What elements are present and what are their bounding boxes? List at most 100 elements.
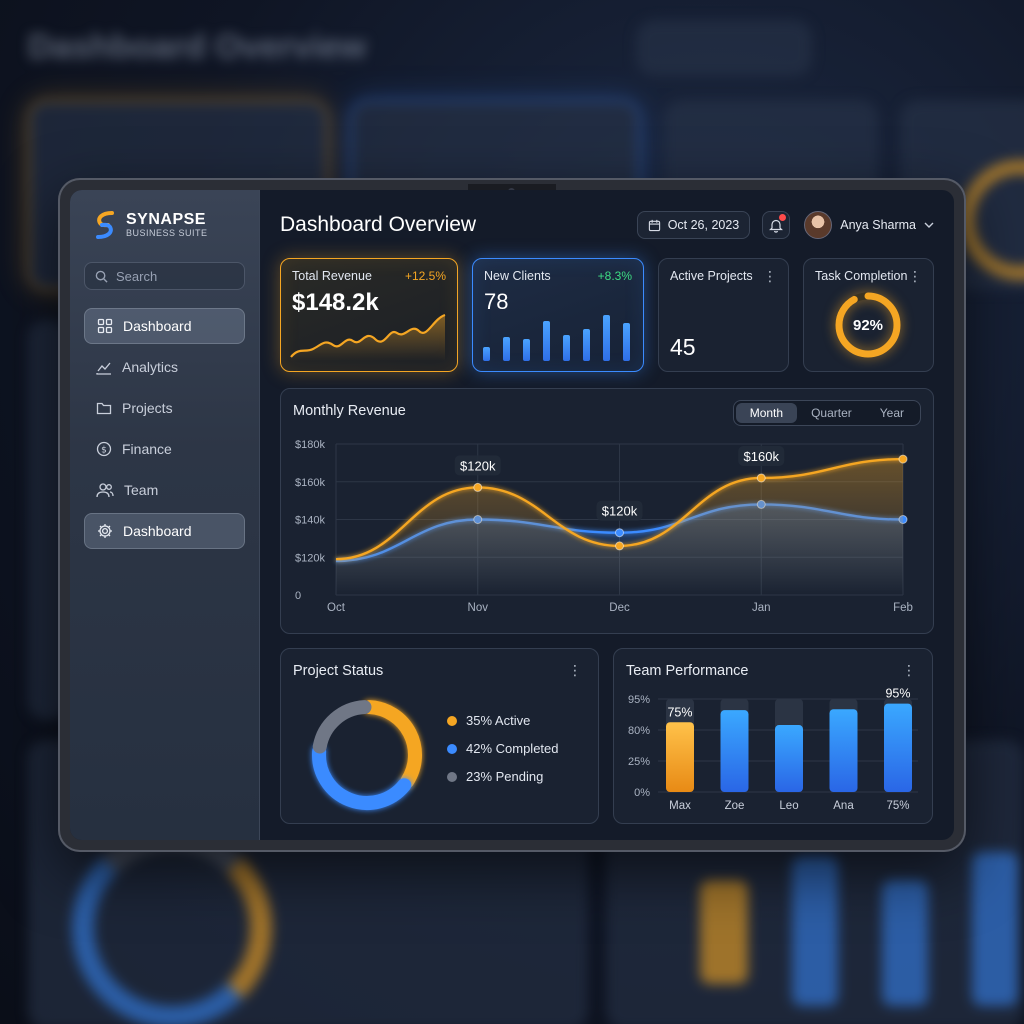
legend-dot bbox=[447, 715, 457, 726]
annotation-label: $160k bbox=[744, 449, 780, 464]
kpi-card-new-clients[interactable]: New Clients +8.3% 78 bbox=[472, 258, 644, 372]
notifications-button[interactable] bbox=[762, 211, 791, 239]
sidebar-item-dashboard[interactable]: Dashboard bbox=[84, 308, 245, 344]
x-tick-label: Oct bbox=[327, 602, 346, 614]
search-input[interactable]: Search bbox=[84, 262, 245, 290]
sidebar-item-label: Team bbox=[124, 482, 159, 498]
sidebar-item-label: Finance bbox=[122, 441, 172, 457]
chevron-down-icon bbox=[924, 222, 934, 228]
sidebar-item-settings[interactable]: Dashboard bbox=[84, 513, 245, 549]
data-label: 75% bbox=[667, 705, 692, 719]
bell-icon bbox=[769, 219, 784, 233]
project-status-panel: Project Status ⋮ 35% Active 42% Complete… bbox=[280, 648, 599, 824]
kpi-card-active-projects[interactable]: Active Projects ⋮ 45 bbox=[658, 258, 789, 372]
project-status-donut bbox=[312, 700, 422, 810]
top-bar: Dashboard Overview Oct 26, 2023 Anya Sha… bbox=[280, 210, 934, 240]
annotation-label: $120k bbox=[460, 458, 496, 473]
background-bar bbox=[882, 880, 928, 1006]
more-options-icon[interactable]: ⋮ bbox=[763, 268, 777, 284]
bar bbox=[775, 725, 803, 792]
date-picker[interactable]: Oct 26, 2023 bbox=[636, 211, 751, 239]
sidebar-item-label: Projects bbox=[122, 400, 173, 416]
more-options-icon[interactable]: ⋮ bbox=[908, 268, 922, 284]
kpi-card-task-completion[interactable]: Task Completion ⋮ 92% bbox=[803, 258, 934, 372]
bar bbox=[720, 710, 749, 792]
user-name: Anya Sharma bbox=[840, 218, 916, 232]
donut-slice bbox=[312, 700, 372, 754]
y-tick-label: 95% bbox=[628, 694, 650, 706]
kpi-label: Task Completion bbox=[815, 269, 908, 283]
x-tick-label: Dec bbox=[609, 602, 630, 614]
dashboard-screen: SYNAPSE BUSINESS SUITE Search Dashboard … bbox=[70, 190, 954, 840]
donut-slice bbox=[312, 744, 412, 810]
bar bbox=[829, 709, 858, 792]
data-point bbox=[898, 454, 908, 464]
users-icon bbox=[96, 483, 114, 498]
y-tick-label: $180k bbox=[295, 439, 325, 451]
sidebar-item-label: Dashboard bbox=[123, 318, 192, 334]
monthly-revenue-panel: Monthly Revenue Month Quarter Year 0 $120… bbox=[280, 388, 934, 634]
y-tick-label: $120k bbox=[295, 552, 325, 564]
donut-legend: 35% Active 42% Completed 23% Pending bbox=[447, 713, 559, 797]
legend-label: 23% Pending bbox=[466, 769, 544, 784]
y-tick-label: 0 bbox=[295, 590, 301, 602]
background-ring bbox=[72, 828, 272, 1024]
data-label: 95% bbox=[885, 687, 910, 701]
tab-year[interactable]: Year bbox=[879, 406, 904, 420]
tab-quarter[interactable]: Quarter bbox=[811, 406, 852, 420]
period-toggle: Month Quarter Year bbox=[732, 400, 921, 426]
svg-text:$: $ bbox=[101, 446, 107, 456]
annotation-bg bbox=[454, 455, 501, 476]
task-completion-ring: 92% bbox=[832, 289, 904, 361]
revenue-sparkline bbox=[290, 313, 446, 361]
legend-dot bbox=[447, 771, 457, 782]
bottom-row: Project Status ⋮ 35% Active 42% Complete… bbox=[280, 648, 934, 824]
legend-label: 42% Completed bbox=[466, 741, 559, 756]
x-tick-label: Zoe bbox=[725, 800, 745, 812]
kpi-label: Total Revenue bbox=[292, 269, 372, 283]
data-point bbox=[615, 541, 624, 551]
series-area bbox=[336, 459, 903, 595]
y-tick-label: $140k bbox=[295, 515, 325, 527]
brand-subtitle: BUSINESS SUITE bbox=[126, 228, 208, 238]
sidebar-item-team[interactable]: Team bbox=[84, 472, 245, 508]
line-chart-icon bbox=[96, 362, 111, 375]
panel-title: Team Performance bbox=[626, 663, 749, 679]
kpi-card-total-revenue[interactable]: Total Revenue +12.5% $148.2k bbox=[280, 258, 458, 372]
main-content: Dashboard Overview Oct 26, 2023 Anya Sha… bbox=[260, 190, 954, 840]
bar bbox=[666, 722, 694, 792]
legend-dot bbox=[447, 743, 457, 754]
user-menu[interactable]: Anya Sharma bbox=[804, 211, 934, 239]
brand: SYNAPSE BUSINESS SUITE bbox=[84, 210, 245, 240]
kpi-value: 45 bbox=[670, 334, 696, 360]
tab-month[interactable]: Month bbox=[735, 403, 798, 423]
search-placeholder: Search bbox=[116, 268, 158, 284]
sidebar-item-projects[interactable]: Projects bbox=[84, 390, 245, 426]
x-tick-label: Ana bbox=[833, 800, 854, 812]
background-bar bbox=[792, 856, 838, 1006]
page-title: Dashboard Overview bbox=[280, 213, 477, 236]
kpi-label: New Clients bbox=[484, 269, 551, 283]
sidebar-item-finance[interactable]: $ Finance bbox=[84, 431, 245, 467]
grid-icon bbox=[97, 318, 113, 334]
team-performance-chart: 0% 25% 80% 95% Max 75% Zoe Leo Ana 75% 95% bbox=[628, 687, 918, 812]
clients-mini-bars bbox=[483, 315, 630, 361]
annotation-bg bbox=[596, 500, 643, 521]
y-tick-label: 0% bbox=[634, 787, 650, 799]
donut-slice bbox=[362, 700, 422, 789]
legend-label: 35% Active bbox=[466, 713, 531, 728]
sidebar-item-analytics[interactable]: Analytics bbox=[84, 349, 245, 385]
y-tick-label: $160k bbox=[295, 477, 325, 489]
panel-title: Project Status bbox=[293, 663, 384, 679]
more-options-icon[interactable]: ⋮ bbox=[568, 662, 582, 678]
bar bbox=[884, 703, 912, 792]
background-bar bbox=[972, 852, 1018, 1006]
y-tick-label: 80% bbox=[628, 725, 650, 737]
legend-item: 23% Pending bbox=[447, 769, 559, 784]
x-tick-label: Feb bbox=[893, 602, 913, 614]
sidebar: SYNAPSE BUSINESS SUITE Search Dashboard … bbox=[70, 190, 260, 840]
dollar-circle-icon: $ bbox=[96, 441, 112, 457]
y-tick-label: 25% bbox=[628, 756, 650, 768]
x-tick-label: Leo bbox=[779, 800, 798, 812]
more-options-icon[interactable]: ⋮ bbox=[902, 662, 916, 678]
